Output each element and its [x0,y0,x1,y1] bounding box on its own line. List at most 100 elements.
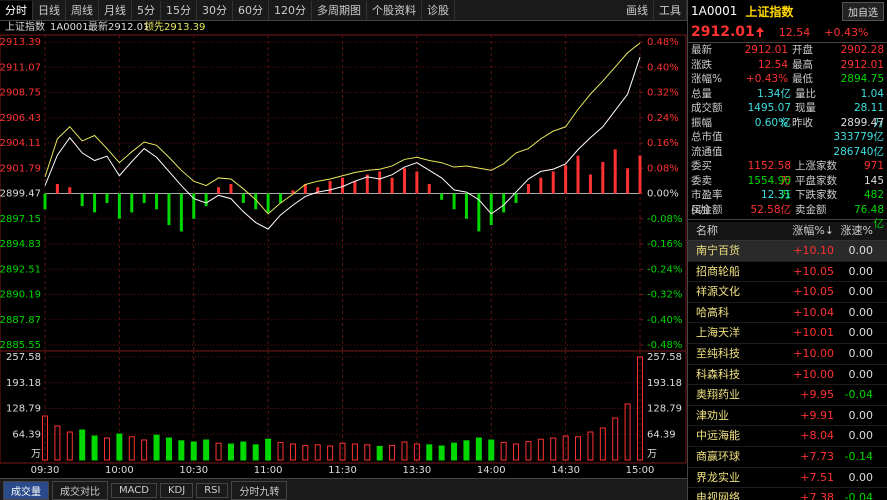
volume-bar [550,437,557,461]
period-tab[interactable]: 日线 [33,0,66,20]
volume-bar [562,435,569,461]
stock-speed: 0.00 [848,470,874,484]
period-tab[interactable]: 120分 [269,0,312,20]
tool-button[interactable]: 画线 [621,0,654,20]
y-tick-label: 2894.83 [0,239,41,250]
quote-value: 2912.01 [840,58,884,71]
period-tab[interactable]: 月线 [99,0,132,20]
stock-speed: -0.04 [844,491,873,500]
breadth-bar [229,184,233,194]
add-favorite-button[interactable]: 加自选 [842,1,884,21]
period-tab[interactable]: 个股资料 [367,0,422,20]
volume-bar [438,445,445,461]
indicator-tab[interactable]: MACD [111,482,157,498]
indicator-tabs: 成交量 成交对比 MACD KDJ RSI 分时九转 [0,478,687,500]
x-tick-label: 10:00 [105,465,134,476]
indicator-tab[interactable]: 成交对比 [52,480,108,500]
quote-value: 1.04 [860,87,884,100]
volume-bar [141,439,148,461]
indicator-tab[interactable]: 分时九转 [231,480,288,500]
volume-bar [339,442,346,461]
quote-label: 现量 [795,102,816,114]
volume-tick-label: 257.58 [6,352,41,363]
indicator-tab[interactable]: RSI [196,482,229,498]
stock-speed: -0.04 [844,388,873,402]
stock-row[interactable]: 上海天洋 +10.01 0.00 [688,323,887,344]
stock-row[interactable]: 祥源文化 +10.05 0.00 [688,282,887,303]
volume-tick-label: 64.39 [647,429,676,440]
stock-row[interactable]: 科森科技 +10.00 0.00 [688,365,887,386]
quote-value: 971 [863,160,884,172]
up-arrow [755,27,764,37]
x-tick-label: 14:00 [477,465,506,476]
period-tab[interactable]: 30分 [197,0,233,20]
period-tab[interactable]: 周线 [66,0,99,20]
quote-value: 1152.58万 [747,160,791,187]
volume-bar [265,438,272,461]
quote-label: 昨收 [792,116,814,129]
quote-value: 2912.01 [744,44,789,56]
stock-name: 科森科技 [696,367,740,381]
price-line [44,56,641,230]
period-tab[interactable]: 分时 [0,0,33,20]
stock-row[interactable]: 招商轮船 +10.05 0.00 [688,262,887,283]
stock-row[interactable]: 至纯科技 +10.00 0.00 [688,344,887,365]
stock-change: +10.00 [793,367,834,381]
quote-label: 开盘 [792,44,814,56]
stock-change: +10.05 [793,264,834,278]
volume-bar [475,437,482,461]
stock-change: +7.38 [800,491,834,500]
y-tick-label: 2897.15 [0,214,41,225]
quote-row: 市盈率(动) 12.31 下跌家数 482 [688,188,887,216]
volume-bar [637,356,643,461]
volume-bar [277,441,284,461]
quote-row: 总市值 333779亿 [688,130,887,145]
stock-row[interactable]: 南宁百货 +10.10 0.00 [688,241,887,262]
breadth-bar [43,193,47,210]
breadth-bar [576,155,580,194]
y2-tick-label: 0.48% [647,37,679,48]
stock-row[interactable]: 电视网络 +7.38 -0.04 [688,488,887,500]
quote-name: 上证指数 [745,4,794,19]
stock-name: 南宁百货 [696,244,740,257]
quote-row: 买金额 52.58亿 卖金额 76.48亿 [688,203,887,231]
stock-row[interactable]: 中远海能 +8.04 0.00 [688,426,887,447]
breadth-bar [192,193,196,219]
stock-row[interactable]: 界龙实业 +7.51 0.00 [688,468,887,489]
stock-row[interactable]: 奥翔药业 +9.95 -0.04 [688,385,887,406]
y-tick-label: 2890.19 [0,290,41,301]
volume-bar [513,443,520,461]
period-tab[interactable]: 15分 [161,0,197,20]
period-tab[interactable]: 60分 [233,0,269,20]
y2-tick-label: 0.08% [647,163,679,174]
breadth-bar [353,180,357,194]
volume-bar [413,443,420,461]
period-tab[interactable]: 诊股 [422,0,455,20]
price-line [44,42,641,215]
y2-tick-label: -0.16% [647,239,682,250]
indicator-tab[interactable]: 成交量 [3,480,49,500]
y2-tick-label: -0.24% [647,264,682,275]
column-header[interactable]: 涨速% [840,224,873,237]
column-header[interactable]: 涨幅%↓ [792,224,834,237]
volume-bar [426,444,433,461]
stock-row[interactable]: 商赢环球 +7.73 -0.14 [688,447,887,468]
stock-name: 津劝业 [696,408,729,422]
indicator-tab[interactable]: KDJ [159,482,194,498]
stock-name: 哈高科 [696,305,729,319]
stock-row[interactable]: 津劝业 +9.91 0.00 [688,406,887,427]
y-tick-label: 2899.47 [0,189,41,200]
period-tab[interactable]: 5分 [132,0,161,20]
stock-name: 商赢环球 [696,449,740,463]
volume-bar [488,439,495,461]
volume-bar [203,439,210,461]
period-tab[interactable]: 多周期图 [312,0,367,20]
stock-speed: 0.00 [848,367,874,381]
column-header: 名称 [696,224,718,237]
stock-row[interactable]: 哈高科 +10.04 0.00 [688,303,887,324]
tool-button[interactable]: 工具 [654,0,687,20]
breadth-bar [390,177,394,194]
breadth-bar [638,155,642,194]
quote-label: 最高 [792,58,814,71]
